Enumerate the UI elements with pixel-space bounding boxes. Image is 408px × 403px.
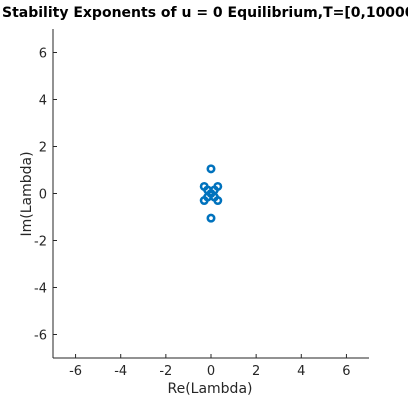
x-tick-label: 2 bbox=[252, 364, 260, 379]
y-tick-label: 6 bbox=[39, 47, 47, 62]
y-tick-label: 2 bbox=[39, 141, 47, 156]
y-tick-label: -2 bbox=[34, 235, 47, 250]
y-tick-group: -6 -4 -2 0 2 4 6 bbox=[34, 47, 57, 344]
chart-title: Stability Exponents of u = 0 Equilibrium… bbox=[2, 5, 408, 21]
x-tick-label: -2 bbox=[159, 364, 172, 379]
data-point bbox=[208, 215, 214, 221]
x-tick-label: 4 bbox=[297, 364, 305, 379]
x-tick-label: 0 bbox=[207, 364, 215, 379]
axes bbox=[53, 29, 369, 358]
y-tick-label: 0 bbox=[39, 188, 47, 203]
x-tick-label: -4 bbox=[114, 364, 127, 379]
x-tick-label: 6 bbox=[342, 364, 350, 379]
y-tick-label: -6 bbox=[34, 329, 47, 344]
y-axis-title: Im(Lambda) bbox=[19, 151, 35, 236]
data-point bbox=[208, 190, 214, 196]
data-point bbox=[208, 166, 214, 172]
x-tick-label: -6 bbox=[69, 364, 82, 379]
y-tick-label: -4 bbox=[34, 282, 47, 297]
y-tick-label: 4 bbox=[39, 94, 47, 109]
x-axis-title: Re(Lambda) bbox=[167, 381, 252, 397]
marker-group bbox=[201, 166, 221, 222]
